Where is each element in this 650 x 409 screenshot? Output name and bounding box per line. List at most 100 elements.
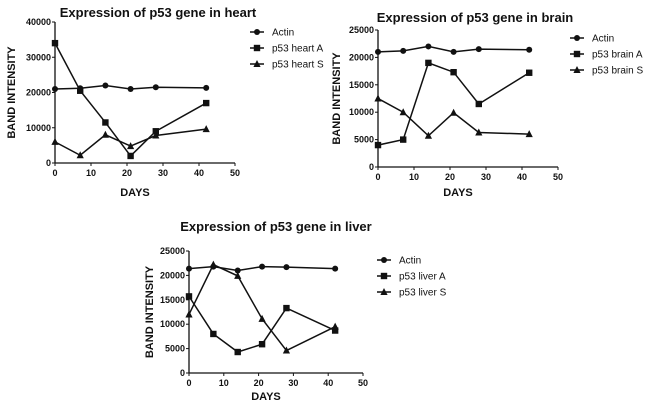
x-tick-label: 20 — [122, 168, 132, 178]
x-tick-label: 10 — [86, 168, 96, 178]
data-point — [259, 263, 266, 270]
series-line — [188, 263, 336, 352]
x-tick-label: 40 — [517, 172, 527, 182]
data-point — [127, 142, 135, 150]
data-point — [400, 136, 407, 143]
data-point — [51, 39, 59, 47]
legend-marker — [380, 272, 388, 280]
x-tick-label: 0 — [186, 378, 191, 388]
data-point — [234, 348, 241, 356]
legend-marker — [254, 29, 260, 35]
x-tick-label: 30 — [481, 172, 491, 182]
data-point — [375, 48, 381, 55]
y-tick-label: 15000 — [160, 295, 185, 305]
data-point — [399, 108, 407, 116]
legend-marker — [253, 60, 261, 67]
x-axis-label: DAYS — [120, 187, 150, 199]
series-line — [188, 295, 336, 353]
legend-label: p53 liver S — [399, 288, 447, 299]
legend-label: Actin — [399, 256, 421, 267]
legend-label: p53 liver A — [399, 272, 446, 283]
data-point — [186, 265, 192, 272]
data-point — [234, 271, 242, 279]
y-axis-label: BAND INTENSITY — [144, 265, 156, 358]
data-point — [185, 293, 193, 300]
series-p53-liver-a — [185, 293, 339, 356]
y-tick-label: 20000 — [160, 270, 185, 280]
x-tick-label: 30 — [158, 168, 168, 178]
data-point — [76, 151, 84, 159]
y-tick-label: 20000 — [26, 88, 51, 98]
y-tick-label: 0 — [369, 162, 374, 172]
x-tick-label: 10 — [219, 378, 229, 388]
x-tick-label: 50 — [230, 168, 240, 178]
x-tick-label: 50 — [553, 172, 563, 182]
chart-1: Expression of p53 gene in brain 0 10 20 30 40… — [331, 10, 643, 199]
y-tick-label: 30000 — [26, 52, 51, 62]
data-point — [258, 341, 266, 348]
legend-label: Actin — [592, 34, 614, 45]
series-actin — [375, 43, 533, 55]
data-point — [202, 125, 210, 133]
y-tick-label: 10000 — [160, 319, 185, 329]
x-tick-label: 20 — [254, 378, 264, 388]
data-point — [52, 85, 58, 92]
y-tick-label: 0 — [180, 368, 185, 378]
series-p53-liver-s — [185, 260, 339, 354]
data-point — [101, 130, 109, 138]
x-tick-label: 40 — [323, 378, 333, 388]
series-line — [377, 61, 530, 146]
data-point — [283, 264, 290, 271]
legend-marker — [381, 257, 387, 263]
y-tick-label: 25000 — [160, 246, 185, 256]
x-axis-label: DAYS — [251, 391, 281, 403]
legend-label: p53 brain A — [592, 50, 643, 61]
data-point — [210, 330, 217, 338]
y-tick-label: 0 — [46, 158, 51, 168]
y-tick-label: 40000 — [26, 17, 51, 27]
data-point — [152, 84, 159, 91]
x-tick-label: 40 — [194, 168, 204, 178]
data-point — [258, 314, 266, 322]
series-p53-brain-a — [374, 59, 533, 149]
data-point — [450, 108, 458, 116]
data-point — [475, 46, 482, 53]
data-point — [475, 100, 482, 108]
x-tick-label: 10 — [409, 172, 419, 182]
chart-0: Expression of p53 gene in heart 0 10 20 30 40… — [6, 5, 324, 199]
y-tick-label: 25000 — [349, 25, 374, 35]
data-point — [209, 260, 217, 268]
chart-title: Expression of p53 gene in liver — [180, 219, 371, 234]
legend-label: Actin — [272, 28, 294, 39]
y-tick-label: 5000 — [165, 344, 185, 354]
data-point — [526, 46, 533, 53]
series-line — [377, 97, 530, 137]
series-p53-heart-a — [51, 39, 210, 160]
data-point — [102, 119, 109, 126]
chart-2: Expression of p53 gene in liver 0 10 20 30 40… — [144, 219, 447, 403]
series-line — [54, 128, 207, 157]
series-actin — [186, 263, 339, 274]
series-line — [54, 42, 207, 158]
data-point — [425, 59, 432, 67]
data-point — [203, 99, 210, 107]
legend-label: p53 heart A — [272, 44, 323, 55]
data-point — [374, 141, 382, 149]
data-point — [475, 128, 483, 136]
data-point — [424, 131, 432, 139]
legend-marker — [574, 35, 580, 41]
chart-title: Expression of p53 gene in heart — [60, 5, 257, 20]
data-point — [51, 137, 59, 145]
legend-marker — [253, 44, 261, 52]
legend-marker — [380, 288, 388, 295]
y-tick-label: 10000 — [26, 123, 51, 133]
x-tick-label: 0 — [375, 172, 380, 182]
y-tick-label: 20000 — [349, 52, 374, 62]
legend-marker — [573, 50, 581, 58]
series-p53-heart-s — [51, 125, 210, 159]
data-point — [525, 130, 533, 138]
y-tick-label: 5000 — [354, 135, 374, 145]
legend-label: p53 brain S — [592, 66, 643, 77]
data-point — [127, 152, 134, 160]
data-point — [450, 68, 457, 76]
